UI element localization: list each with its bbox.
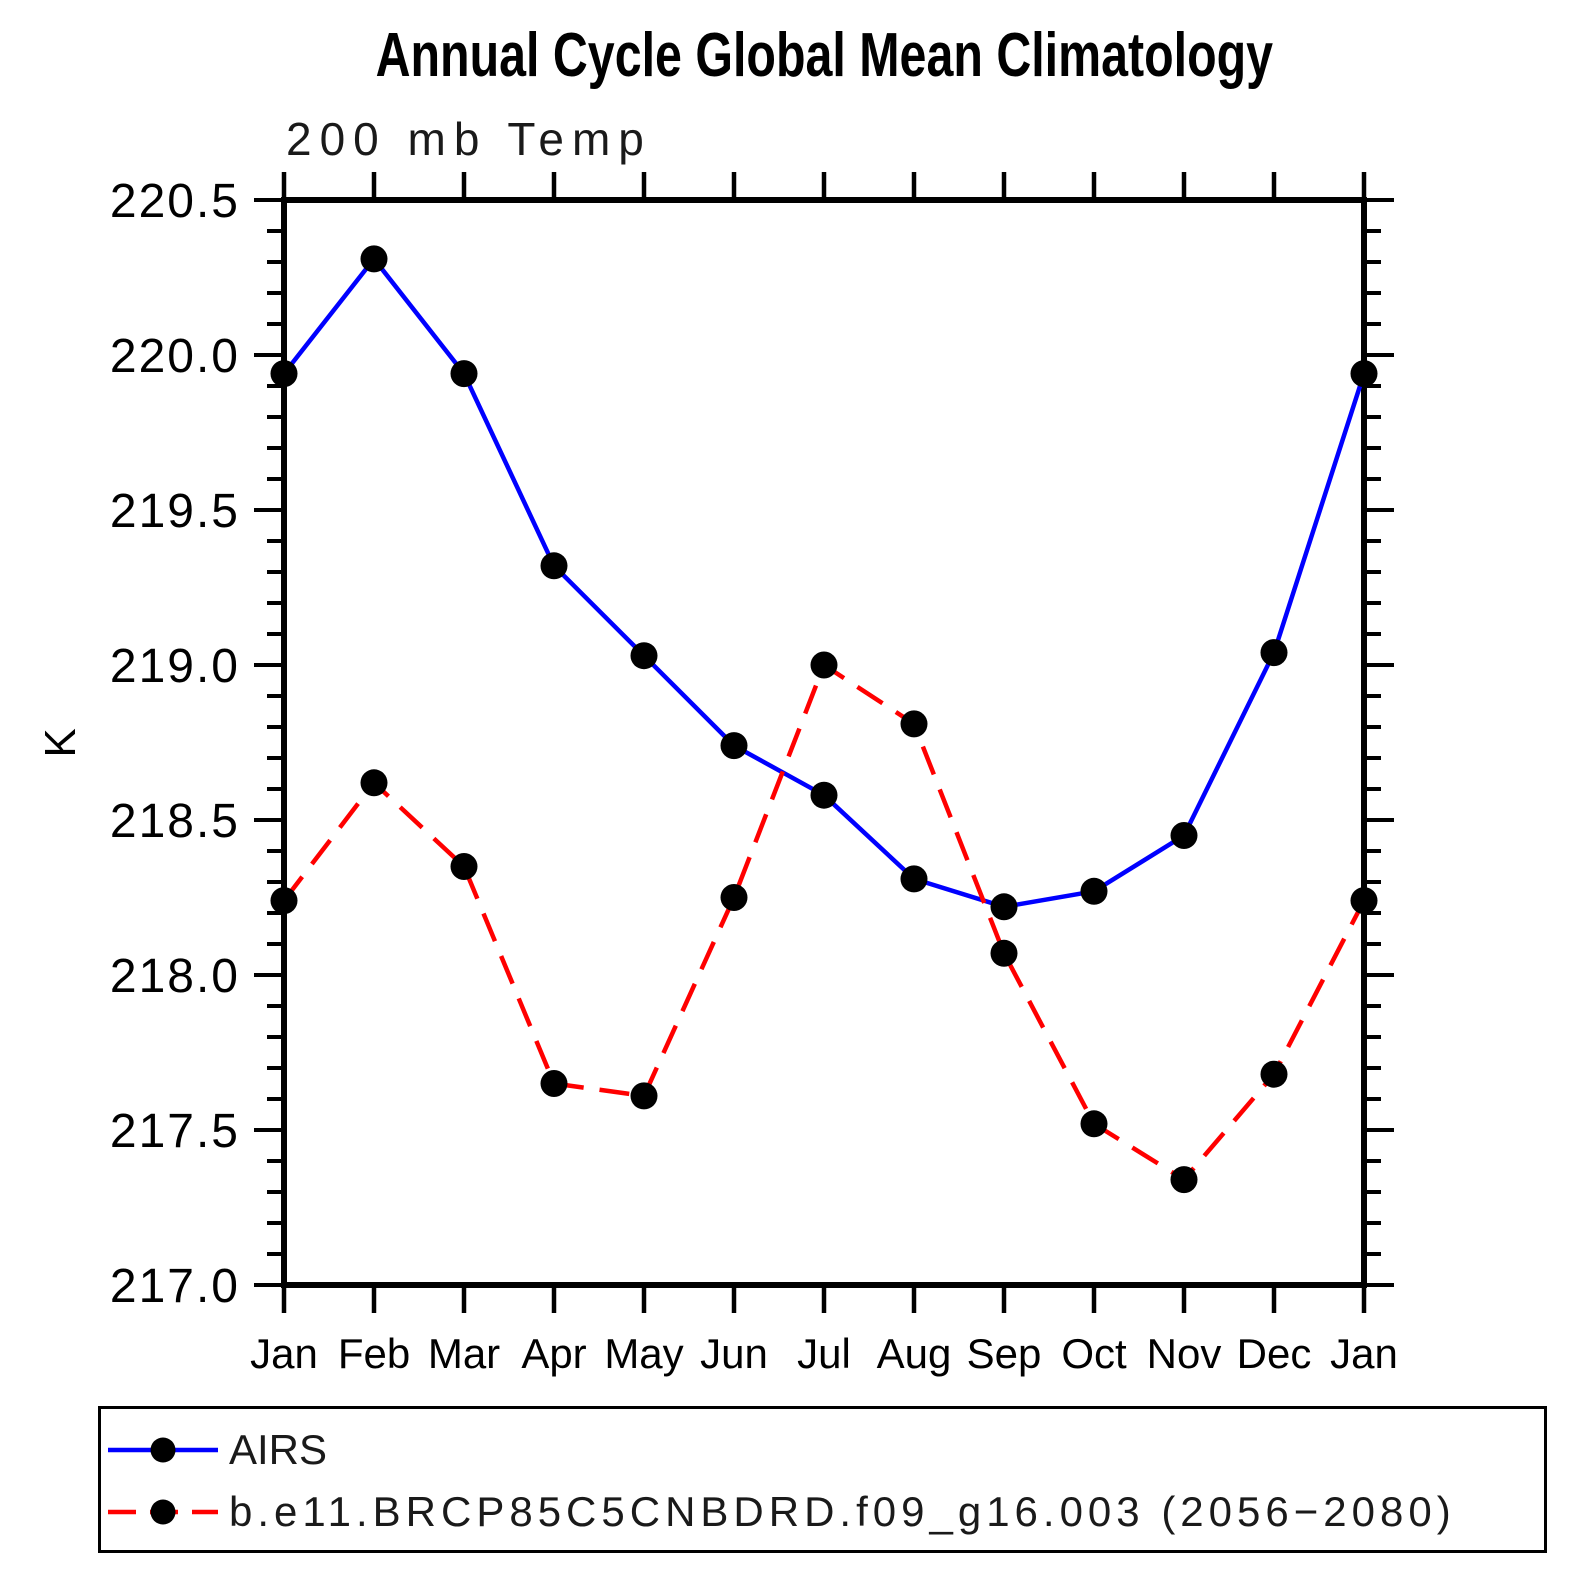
model-series-line [282, 662, 1366, 1182]
airs-line-sample [108, 1437, 218, 1463]
data-point-marker [540, 1070, 568, 1097]
data-point-marker [810, 781, 838, 809]
chart-subtitle: 200 mb Temp [286, 113, 652, 165]
data-point-marker [990, 939, 1018, 967]
data-point-marker [1170, 1166, 1198, 1194]
x-tick-label: Feb [338, 1330, 410, 1377]
y-tick-label: 220.5 [110, 175, 240, 228]
legend-item-model: b.e11.BRCP85C5CNBDRD.f09_g16.003 (2056−2… [105, 1488, 1456, 1535]
x-tick-label: Jun [700, 1330, 768, 1377]
airs-sample-marker [150, 1437, 176, 1463]
data-point-marker [450, 360, 478, 388]
data-point-marker [1260, 639, 1288, 667]
data-point-marker [1080, 877, 1108, 905]
data-point-marker [1080, 1110, 1108, 1138]
y-tick-label: 217.0 [110, 1260, 240, 1313]
legend-label-model: b.e11.BRCP85C5CNBDRD.f09_g16.003 (2056−2… [229, 1488, 1456, 1535]
chart-title-text: Annual Cycle Global Mean Climatology [375, 21, 1273, 90]
data-point-marker [1350, 887, 1378, 915]
data-point-marker [720, 884, 748, 911]
data-point-marker [990, 893, 1018, 921]
data-point-marker [360, 769, 388, 797]
legend-item-airs: AIRS [105, 1426, 328, 1473]
x-tick-label: Aug [877, 1330, 952, 1377]
data-point-marker [1350, 360, 1378, 388]
x-tick-label: May [604, 1330, 683, 1377]
model-line-sample [108, 1499, 218, 1525]
data-point-marker [360, 245, 388, 273]
data-point-marker [1170, 822, 1198, 849]
data-point-marker [1260, 1060, 1288, 1088]
y-tick-label: 219.0 [110, 640, 240, 693]
data-point-marker [270, 887, 298, 915]
data-point-marker [720, 732, 748, 760]
x-tick-label: Nov [1147, 1330, 1222, 1377]
y-axis-label: K [36, 728, 85, 757]
x-tick-label: Oct [1061, 1330, 1127, 1377]
x-tick-label: Jan [250, 1330, 318, 1377]
y-tick-label: 219.5 [110, 485, 240, 538]
x-tick-label: Apr [521, 1330, 586, 1377]
y-tick-label: 218.5 [110, 795, 240, 848]
legend-box: AIRS b.e11.BRCP85C5CNBDRD.f09_g16.003 (2… [98, 1406, 1547, 1553]
x-tick-label: Dec [1237, 1330, 1312, 1377]
legend-label-airs: AIRS [229, 1426, 328, 1473]
plot-frame [281, 197, 1367, 1288]
x-tick-label: Jul [797, 1330, 851, 1377]
data-point-marker [900, 865, 928, 893]
data-point-marker [450, 853, 478, 880]
x-tick-label: Mar [428, 1330, 500, 1377]
data-point-marker [630, 642, 658, 670]
data-point-marker [810, 651, 838, 679]
y-tick-label: 220.0 [110, 330, 240, 383]
model-sample-marker [150, 1499, 176, 1525]
data-point-marker [270, 360, 298, 388]
x-tick-label: Sep [967, 1330, 1042, 1377]
data-point-marker [630, 1082, 658, 1110]
airs-series-line [282, 256, 1367, 910]
y-tick-label: 217.5 [110, 1105, 240, 1158]
data-point-marker [900, 710, 928, 738]
data-point-marker [540, 552, 568, 580]
y-tick-label: 218.0 [110, 950, 240, 1003]
x-tick-label: Jan [1330, 1330, 1398, 1377]
chart-title: Annual Cycle Global Mean Climatology [284, 22, 1364, 90]
